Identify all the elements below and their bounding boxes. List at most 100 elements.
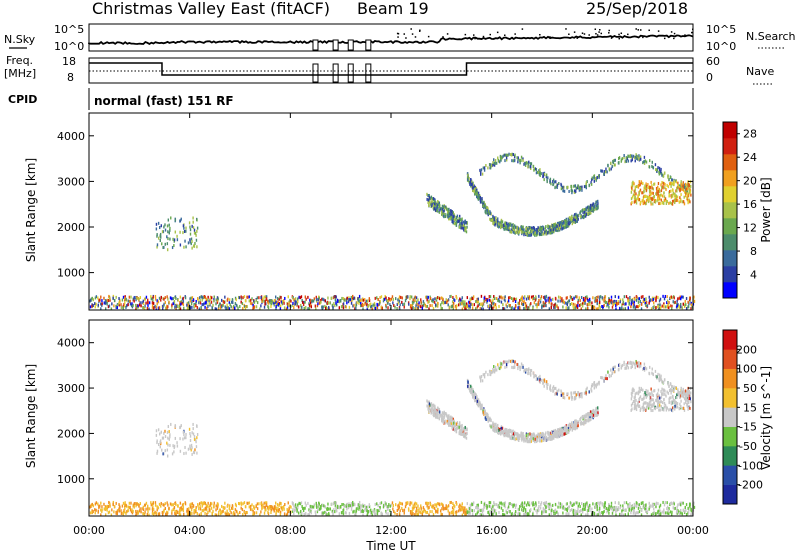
- velocity-point-1195: [598, 506, 601, 510]
- power-point-358: [242, 306, 244, 310]
- power-point-2495: [654, 163, 657, 167]
- power-point-1424: [192, 216, 194, 220]
- velocity-point-39: [106, 504, 109, 508]
- velocity-point-264: [201, 501, 203, 505]
- power-point-2384: [500, 220, 502, 224]
- velocity-point-1174: [592, 502, 594, 506]
- power-point-1036: [533, 297, 535, 301]
- velocity-point-1007: [521, 508, 524, 512]
- power-point-1461: [167, 237, 169, 241]
- power-point-1327: [652, 297, 654, 301]
- power-point-2362: [485, 211, 487, 215]
- power-point-1349: [663, 302, 665, 306]
- power-point-1710: [459, 221, 461, 225]
- power-point-1425: [162, 246, 164, 250]
- velocity-point-1107: [565, 512, 567, 516]
- power-ytick-label-3: 4000: [57, 130, 85, 143]
- power-point-483: [294, 301, 297, 305]
- velocity-point-1730: [451, 426, 454, 430]
- power-point-2673: [625, 159, 627, 163]
- velocity-point-113: [138, 503, 140, 507]
- power-point-48: [111, 302, 113, 306]
- velocity-point-27: [101, 509, 103, 513]
- power-point-1342: [658, 306, 660, 310]
- power-point-2226: [536, 229, 538, 233]
- velocity-point-357: [241, 508, 244, 512]
- power-point-2774: [520, 155, 523, 159]
- velocity-point-58: [115, 510, 117, 514]
- power-point-2919: [652, 187, 654, 191]
- power-point-1353: [664, 294, 667, 298]
- power-point-2207: [481, 197, 483, 201]
- power-point-889: [471, 303, 474, 307]
- power-point-1261: [625, 295, 628, 299]
- power-point-1256: [622, 307, 625, 311]
- power-point-2430: [570, 217, 573, 221]
- cpid-value: normal (fast) 151 RF: [94, 94, 234, 108]
- velocity-point-406: [264, 508, 266, 512]
- power-ytick-label-0: 1000: [57, 267, 85, 280]
- velocity-point-880: [469, 507, 471, 511]
- power-point-1183: [596, 307, 598, 311]
- power-point-127: [144, 297, 147, 301]
- velocity-point-1250: [619, 504, 622, 508]
- power-point-344: [234, 306, 236, 310]
- velocity-point-1012: [523, 506, 525, 510]
- power-point-155: [156, 299, 158, 303]
- power-point-2771: [668, 178, 670, 182]
- velocity-point-1315: [646, 510, 649, 514]
- velocity-point-918: [483, 505, 485, 509]
- velocity-point-133: [147, 504, 149, 508]
- velocity-point-836: [450, 500, 452, 504]
- power-point-551: [326, 307, 328, 311]
- power-point-757: [414, 295, 416, 299]
- velocity-point-974: [508, 509, 510, 513]
- power-point-1094: [557, 306, 559, 310]
- power-point-2375: [583, 208, 585, 212]
- power-point-2403: [486, 208, 489, 212]
- power-point-643: [361, 298, 364, 302]
- velocity-point-395: [262, 503, 264, 507]
- power-point-1496: [161, 242, 163, 246]
- velocity-point-302: [215, 508, 217, 512]
- velocity-point-1133: [576, 501, 578, 505]
- power-point-1623: [451, 216, 454, 220]
- power-point-665: [370, 304, 373, 308]
- velocity-point-943: [493, 501, 495, 505]
- power-point-480: [294, 297, 297, 301]
- power-point-2741: [493, 158, 495, 162]
- velocity-point-1467: [160, 430, 163, 434]
- velocity-point-962: [502, 509, 504, 513]
- power-point-2532: [613, 163, 616, 167]
- power-point-783: [425, 305, 427, 309]
- power-point-2883: [631, 184, 634, 188]
- power-point-264: [201, 295, 203, 299]
- power-point-1121: [571, 297, 574, 301]
- power-point-3072: [666, 199, 668, 203]
- velocity-point-375: [251, 508, 253, 512]
- velocity-point-1605: [437, 410, 439, 414]
- power-point-503: [303, 306, 305, 310]
- power-point-257: [199, 299, 201, 303]
- velocity-point-1327: [652, 503, 654, 507]
- power-point-2101: [487, 209, 490, 213]
- velocity-point-1414: [690, 513, 692, 517]
- power-point-988: [513, 297, 515, 301]
- power-point-1049: [539, 300, 542, 304]
- velocity-point-348: [235, 504, 237, 508]
- power-point-300: [214, 307, 217, 311]
- velocity-point-1628: [465, 427, 467, 431]
- power-point-776: [421, 304, 424, 308]
- power-point-1460: [157, 221, 160, 225]
- velocity-point-376: [252, 509, 254, 513]
- power-point-261: [200, 306, 202, 310]
- power-point-2952: [645, 186, 647, 190]
- power-point-3043: [668, 201, 670, 205]
- power-point-2580: [517, 160, 519, 164]
- power-point-1206: [603, 299, 605, 303]
- power-point-1366: [669, 296, 672, 300]
- power-point-1139: [577, 301, 579, 305]
- velocity-point-439: [276, 509, 279, 513]
- power-point-1274: [630, 305, 632, 309]
- power-point-2345: [500, 226, 502, 230]
